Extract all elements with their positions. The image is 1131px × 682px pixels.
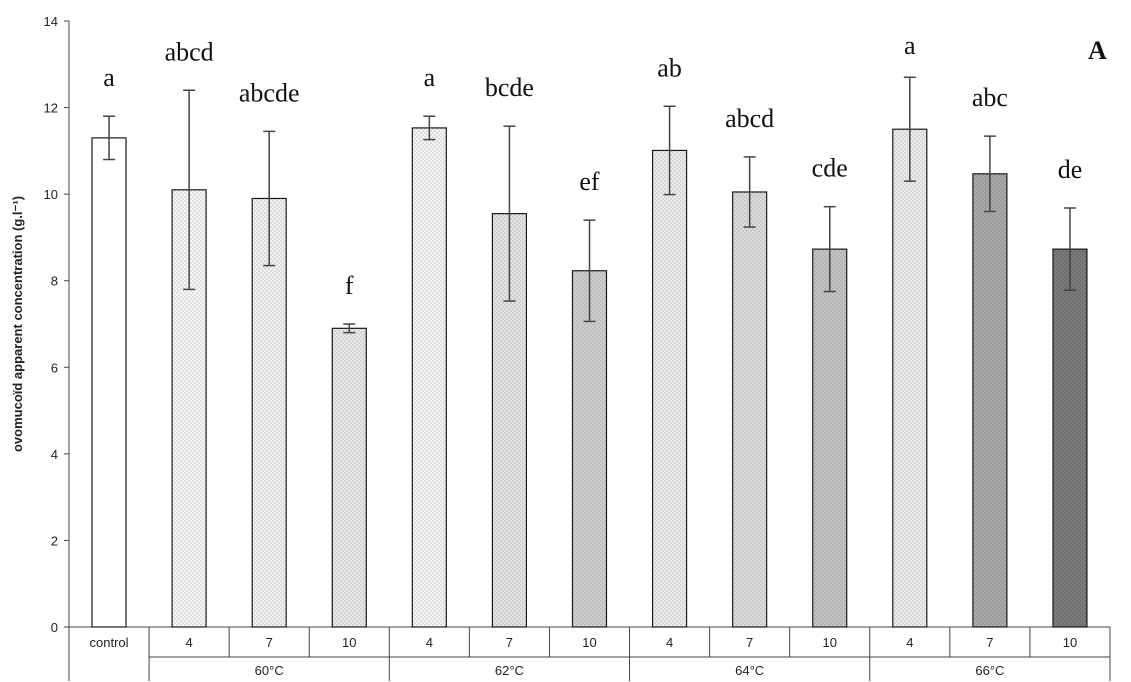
- significance-letter: a: [103, 63, 115, 92]
- labels-layer: control 4 7 10 4 7 10 4 7 10 4 7 10 60°C 62°C 64°C 66°C a…: [90, 31, 1083, 678]
- bar-texture: [332, 328, 367, 627]
- bar-texture: [732, 191, 767, 627]
- x-category-label: 7: [986, 635, 993, 650]
- y-tick-label: 2: [51, 533, 58, 548]
- significance-letter: bcde: [485, 73, 534, 102]
- y-tick-label: 10: [44, 187, 58, 202]
- x-category-label: 10: [582, 635, 596, 650]
- x-category-label: 4: [426, 635, 433, 650]
- bars-layer: [91, 76, 1088, 628]
- significance-letter: abc: [972, 83, 1008, 112]
- bar-texture: [1052, 249, 1087, 627]
- x-category-label: 10: [1063, 635, 1077, 650]
- significance-letter: cde: [812, 154, 848, 183]
- x-category-label: control: [90, 635, 129, 650]
- bar-texture: [412, 127, 447, 627]
- bar-texture: [972, 173, 1007, 627]
- significance-letter: a: [424, 63, 436, 92]
- significance-letter: abcde: [239, 78, 300, 107]
- significance-letter: abcd: [165, 37, 214, 66]
- bar: [91, 137, 127, 628]
- x-group-label: 62°C: [495, 663, 524, 678]
- y-tick-label: 14: [44, 14, 58, 29]
- x-category-label: 10: [822, 635, 836, 650]
- x-group-label: 60°C: [255, 663, 284, 678]
- significance-letter: de: [1058, 155, 1083, 184]
- significance-letter: a: [904, 31, 916, 60]
- x-category-label: 7: [266, 635, 273, 650]
- significance-letter: ef: [579, 167, 600, 196]
- chart-axes: 0 2 4 6 8 10 12 14 ovomucoïd apparent concentrat…: [10, 14, 1111, 681]
- x-category-label: 7: [746, 635, 753, 650]
- y-tick-label: 0: [51, 620, 58, 635]
- x-category-label: 4: [906, 635, 913, 650]
- y-axis-title: ovomucoïd apparent concentration (g.l⁻¹): [10, 196, 25, 452]
- y-tick-label: 12: [44, 101, 58, 116]
- bar-texture: [252, 198, 287, 627]
- bar-texture: [572, 270, 607, 627]
- y-tick-label: 4: [51, 447, 58, 462]
- x-category-label: 7: [506, 635, 513, 650]
- significance-letter: f: [345, 271, 354, 300]
- y-tick-label: 8: [51, 274, 58, 289]
- x-group-label: 64°C: [735, 663, 764, 678]
- bar-texture: [652, 150, 687, 627]
- significance-letter: ab: [657, 53, 682, 82]
- panel-label: A: [1088, 36, 1107, 65]
- bar-texture: [812, 249, 847, 627]
- significance-letter: abcd: [725, 104, 774, 133]
- x-category-label: 4: [185, 635, 192, 650]
- bar-texture: [892, 129, 927, 627]
- y-tick-label: 6: [51, 360, 58, 375]
- x-category-label: 10: [342, 635, 356, 650]
- x-group-label: 66°C: [975, 663, 1004, 678]
- x-category-label: 4: [666, 635, 673, 650]
